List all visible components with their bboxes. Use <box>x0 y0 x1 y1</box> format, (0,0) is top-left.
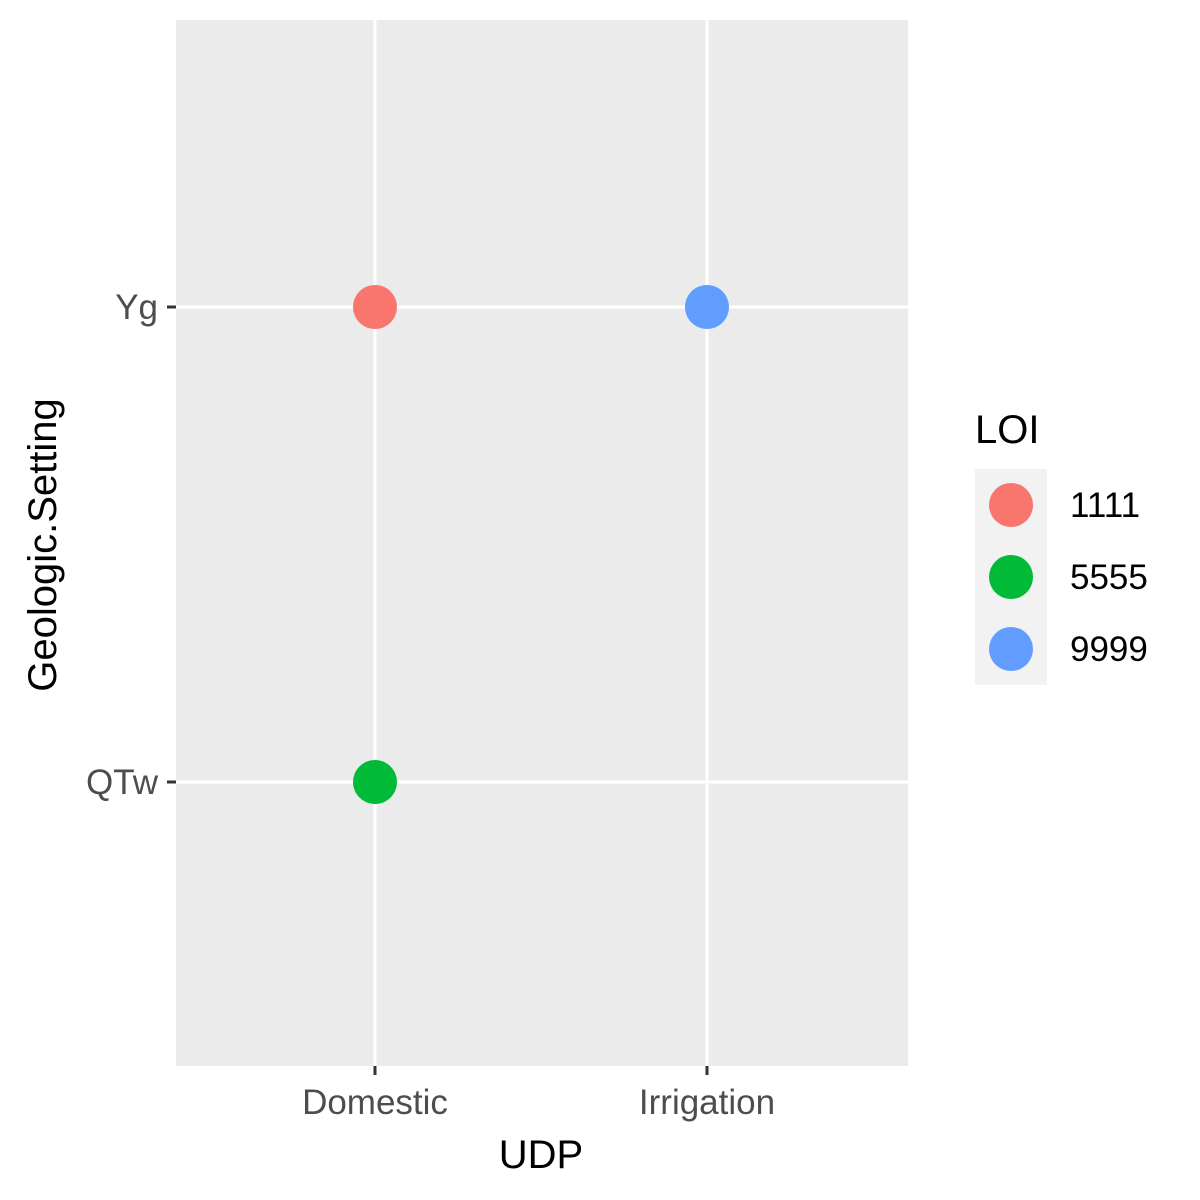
plot-panel <box>176 20 908 1066</box>
x-tick-label-irrigation: Irrigation <box>639 1083 775 1122</box>
legend-key-1111 <box>989 483 1033 527</box>
y-tick-label-yg: Yg <box>115 288 158 327</box>
x-tick-label-domestic: Domestic <box>302 1083 448 1122</box>
legend-label-9999: 9999 <box>1070 630 1148 669</box>
legend-label-5555: 5555 <box>1070 558 1148 597</box>
point-domestic-yg <box>353 285 397 329</box>
y-tick-label-qtw: QTw <box>86 763 159 802</box>
grid-layer <box>176 20 908 1066</box>
legend: LOI 1111 5555 9999 <box>975 408 1148 685</box>
point-domestic-qtw <box>353 760 397 804</box>
legend-key-9999 <box>989 627 1033 671</box>
point-irrigation-yg <box>685 285 729 329</box>
y-axis-title: Geologic.Setting <box>21 398 65 692</box>
points-layer <box>353 285 729 804</box>
legend-key-5555 <box>989 555 1033 599</box>
legend-title: LOI <box>975 408 1039 452</box>
legend-label-1111: 1111 <box>1070 486 1140 525</box>
x-axis-title: UDP <box>499 1133 583 1177</box>
axis-layer: Domestic Irrigation QTw Yg <box>86 288 775 1122</box>
